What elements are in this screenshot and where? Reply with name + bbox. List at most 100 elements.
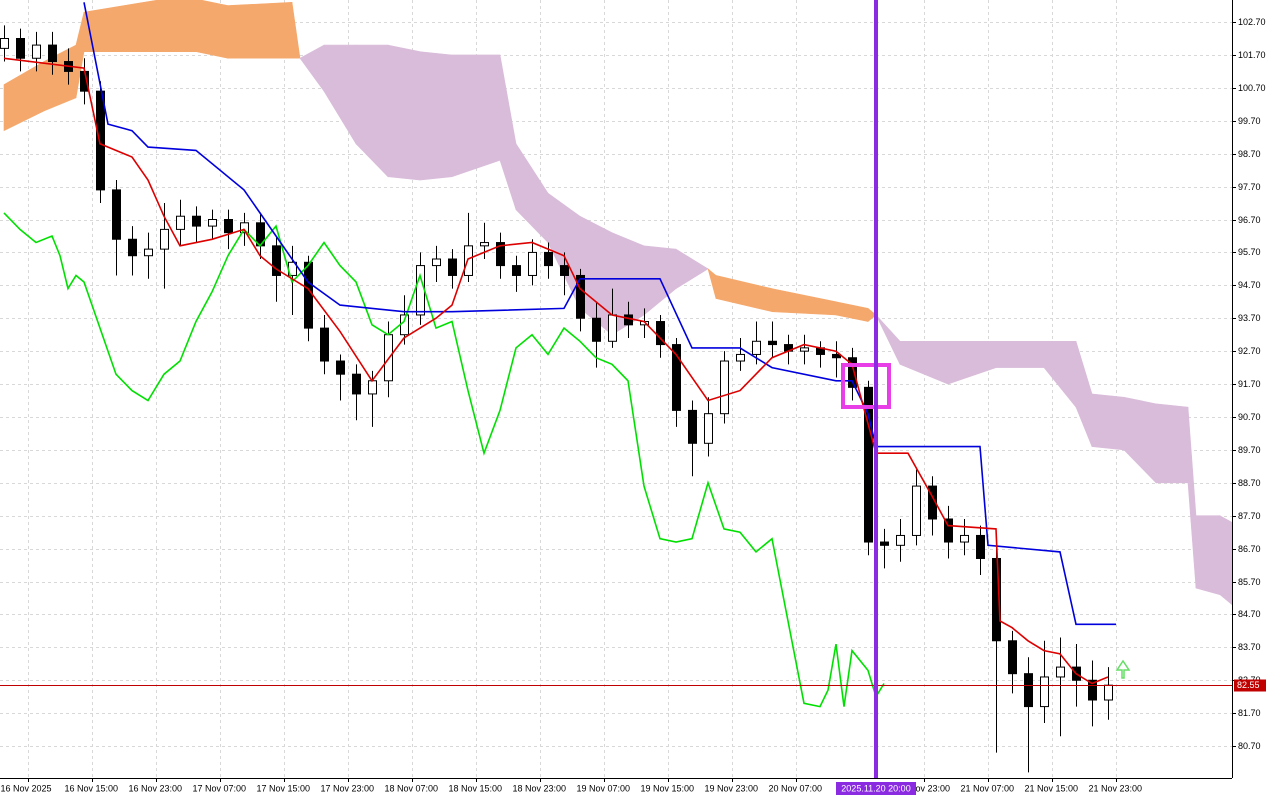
y-tick-label: 90.70 (1238, 412, 1261, 422)
x-tick-label: 19 Nov 07:00 (577, 783, 631, 793)
cloud-segment (1195, 515, 1221, 596)
candle-body (224, 219, 233, 234)
cloud-segment (1187, 407, 1197, 589)
y-tick-label: 99.70 (1238, 116, 1261, 126)
cloud-segment (1219, 515, 1232, 605)
y-tick-label: 87.70 (1238, 511, 1261, 521)
candle-body (528, 251, 537, 276)
cloud-segment (355, 44, 389, 178)
candle-body (96, 90, 105, 191)
cloud-segment (291, 2, 301, 59)
indicator-line (83, 2, 1116, 626)
candle-body (960, 534, 969, 543)
y-tick-label: 83.70 (1238, 642, 1261, 652)
candle-body (880, 541, 889, 546)
y-tick-label: 92.70 (1238, 346, 1261, 356)
x-tick-label: 20 Nov 23:00 (897, 783, 951, 793)
cloud-segment (3, 61, 45, 132)
x-tick-label: 18 Nov 23:00 (513, 783, 567, 793)
indicator-line (3, 57, 1109, 685)
candle-body (496, 242, 505, 267)
x-tick-label: 16 Nov 23:00 (129, 783, 183, 793)
y-tick-label: 86.70 (1238, 544, 1261, 554)
x-tick-label: 16 Nov 2025 (1, 783, 52, 793)
y-tick-label: 98.70 (1238, 149, 1261, 159)
candle-body (1008, 640, 1017, 675)
buy-arrow (1115, 659, 1131, 679)
candle-body (512, 265, 521, 276)
cloud-segment (419, 51, 453, 181)
candle-body (752, 340, 761, 355)
candle-body (336, 360, 345, 375)
cloud-segment (499, 54, 517, 210)
cloud-segment (675, 248, 709, 290)
candle-body (912, 485, 921, 536)
y-tick-label: 91.70 (1238, 379, 1261, 389)
candle-body (976, 534, 985, 559)
candle-body (624, 314, 633, 326)
candle-body (352, 373, 361, 395)
candle-body (1040, 676, 1049, 708)
candle-body (32, 44, 41, 59)
x-tick-label: 21 Nov 23:00 (1089, 783, 1143, 793)
cloud-segment (1123, 396, 1157, 484)
y-tick-label: 81.70 (1238, 708, 1261, 718)
candle-body (608, 314, 617, 342)
candle-body (768, 340, 777, 346)
cloud-segment (515, 142, 549, 244)
indicator-line (3, 212, 885, 708)
candle-body (416, 265, 425, 316)
candle-body (128, 238, 137, 257)
x-tick-label: 21 Nov 15:00 (1025, 783, 1079, 793)
x-tick-label: 19 Nov 23:00 (705, 783, 759, 793)
time-marker-box (836, 782, 916, 795)
candle-body (448, 258, 457, 276)
candle-body (432, 258, 441, 267)
x-tick-label: 16 Nov 15:00 (65, 783, 119, 793)
y-tick-label: 84.70 (1238, 609, 1261, 619)
cloud-segment (163, 0, 197, 52)
x-tick-label: 17 Nov 23:00 (321, 783, 375, 793)
y-tick-label: 88.70 (1238, 478, 1261, 488)
candle-body (720, 360, 729, 415)
candle-body (1088, 679, 1097, 701)
x-tick-label: 18 Nov 07:00 (385, 783, 439, 793)
grid (0, 0, 1232, 778)
cloud-segment (875, 314, 901, 365)
highlight-box (841, 363, 891, 409)
candle-body (560, 265, 569, 276)
y-tick-label: 89.70 (1238, 445, 1261, 455)
candle-body (736, 353, 745, 362)
cloud-segment (323, 44, 357, 145)
candle-body (176, 215, 185, 230)
y-tick-label: 97.70 (1238, 182, 1261, 192)
candle-body (112, 189, 121, 240)
candle-body (544, 251, 553, 267)
cloud-segment (299, 44, 325, 93)
cloud-segment (451, 54, 501, 178)
y-tick-label: 102.70 (1238, 17, 1266, 27)
candle-body (0, 38, 9, 49)
candle-body (576, 274, 585, 319)
last-price-box (1234, 679, 1266, 692)
candle-body (48, 44, 57, 63)
x-tick-label: 17 Nov 07:00 (193, 783, 247, 793)
candle-body (272, 245, 281, 276)
candle-body (144, 248, 153, 257)
cloud-segment (899, 340, 949, 385)
candle-body (848, 357, 857, 388)
cloud-segment (1091, 393, 1125, 451)
cloud-segment (771, 288, 837, 316)
candle-body (1024, 673, 1033, 708)
candle-body (192, 215, 201, 227)
y-tick-label: 80.70 (1238, 741, 1261, 751)
candle-body (672, 344, 681, 411)
y-tick-label: 85.70 (1238, 577, 1261, 587)
cloud-segment (83, 0, 165, 52)
candle-body (832, 353, 841, 359)
candle-body (304, 261, 313, 329)
y-tick-label: 101.70 (1238, 50, 1266, 60)
cloud-segment (715, 275, 773, 313)
x-tick-label: 19 Nov 15:00 (641, 783, 695, 793)
